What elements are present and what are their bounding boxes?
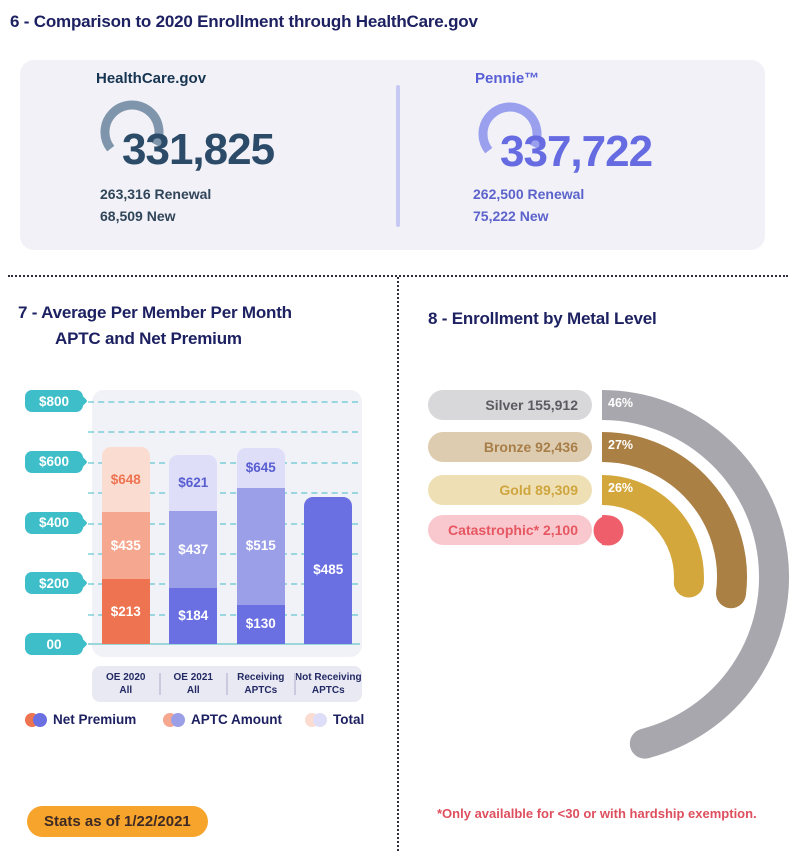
- legend-label: Total: [333, 712, 365, 727]
- gridline: [88, 552, 358, 555]
- bar-value-label: $130: [245, 616, 276, 632]
- pennie-new: 75,222 New: [473, 208, 549, 224]
- pennie-renewal: 262,500 Renewal: [473, 186, 585, 202]
- legend-dot: [171, 712, 185, 727]
- bar-value-label: $213: [110, 603, 141, 619]
- x-axis-category: OE 2021 All: [158, 666, 228, 702]
- healthcaregov-total: 331,825: [122, 125, 275, 174]
- y-axis-tick: $800: [25, 390, 83, 412]
- x-axis-category: Not Receiving APTCs: [293, 666, 363, 702]
- x-axis-band: OE 2020 All OE 2021 All Receiving APTCs Not Re…: [92, 666, 362, 702]
- legend-dot: [313, 712, 327, 727]
- stats-badge: Stats as of 1/22/2021: [27, 806, 208, 837]
- healthcaregov-label: HealthCare.gov: [96, 70, 207, 87]
- metal-arc-endcap: [629, 728, 660, 759]
- pennie-total: 337,722: [500, 127, 653, 176]
- bar-value-label: $645: [245, 459, 276, 475]
- bar-value-label: $515: [245, 538, 276, 554]
- horizontal-separator: [8, 275, 788, 277]
- metal-arc-silver: [601, 390, 790, 759]
- gauge-arc-icon: [100, 100, 164, 152]
- bar-segment-net-premium: [101, 579, 150, 644]
- bar-value-label: $184: [178, 608, 209, 624]
- healthcaregov-new: 68,509 New: [100, 208, 176, 224]
- bar-segment-net-premium: [169, 588, 218, 644]
- premium-chart-title-line1: 7 - Average Per Member Per Month: [18, 303, 292, 322]
- metal-arc-bronze: [601, 432, 748, 596]
- y-axis-tick: $400: [25, 511, 83, 534]
- x-axis-category: OE 2020 All: [106, 672, 146, 696]
- y-axis-tick: $200: [25, 572, 83, 595]
- arc-percent-label: 46%: [608, 396, 634, 410]
- legend-item-aptc-amount: APTC Amount: [163, 712, 282, 727]
- comparison-card: HealthCare.gov 331,825 263,316 Renewal 6…: [20, 60, 765, 250]
- healthcaregov-renewal: 263,316 Renewal: [100, 186, 212, 202]
- premium-chart-title: 7 - Average Per Member Per Month APTC an…: [18, 300, 292, 353]
- metal-arc-gold: [601, 475, 704, 584]
- page-title: 6 - Comparison to 2020 Enrollment throug…: [10, 12, 478, 31]
- gridline: [88, 431, 358, 434]
- x-axis-category: Receiving APTCs: [226, 666, 295, 702]
- gridline: [88, 613, 358, 616]
- metal-pill-catastrophic: Catastrophic* 2,100: [428, 515, 592, 545]
- card-divider: [396, 85, 400, 227]
- gridline: [88, 461, 358, 464]
- metal-arc-endcap: [673, 567, 704, 598]
- legend-dot: [33, 712, 47, 727]
- metal-arc-endcap: [716, 578, 746, 609]
- legend-item-net-premium: Net Premium: [25, 712, 136, 727]
- arc-percent-label: 27%: [608, 438, 634, 452]
- legend-label: APTC Amount: [191, 712, 282, 727]
- bar-value-label: $485: [313, 562, 344, 578]
- vertical-separator: [397, 277, 399, 851]
- x-axis-baseline: [88, 643, 360, 645]
- metal-pill-bronze: Bronze 92,436: [428, 432, 592, 462]
- metal-pill-gold: Gold 89,309: [428, 475, 592, 505]
- bar-value-label: $435: [110, 537, 141, 553]
- y-axis-tick: $600: [25, 450, 83, 473]
- legend-label: Net Premium: [53, 712, 137, 727]
- arc-percent-label: 26%: [608, 481, 634, 495]
- gridline: [88, 401, 358, 403]
- metal-arc-endcap: [593, 515, 624, 546]
- gridline: [88, 583, 358, 586]
- gridline: [88, 492, 358, 495]
- gauge-arc-icon: [478, 102, 542, 154]
- catastrophic-footnote: *Only availalble for <30 or with hardshi…: [437, 806, 757, 821]
- legend-item-total: Total: [305, 712, 364, 727]
- bar-segment-net-premium: [236, 604, 285, 644]
- metal-level-title: 8 - Enrollment by Metal Level: [428, 309, 657, 328]
- bar-value-label: $437: [178, 541, 209, 557]
- bar-value-label: $648: [110, 471, 141, 487]
- premium-chart-title-line2: APTC and Net Premium: [55, 329, 242, 349]
- bar-value-label: $621: [178, 475, 209, 491]
- metal-arc-catastrophic: [601, 515, 611, 546]
- bar-segment-net-premium: [304, 496, 353, 644]
- gridline: [88, 522, 358, 525]
- pennie-label: Pennie™: [475, 70, 540, 87]
- y-axis-tick: 00: [25, 633, 83, 655]
- metal-pill-silver: Silver 155,912: [428, 390, 592, 420]
